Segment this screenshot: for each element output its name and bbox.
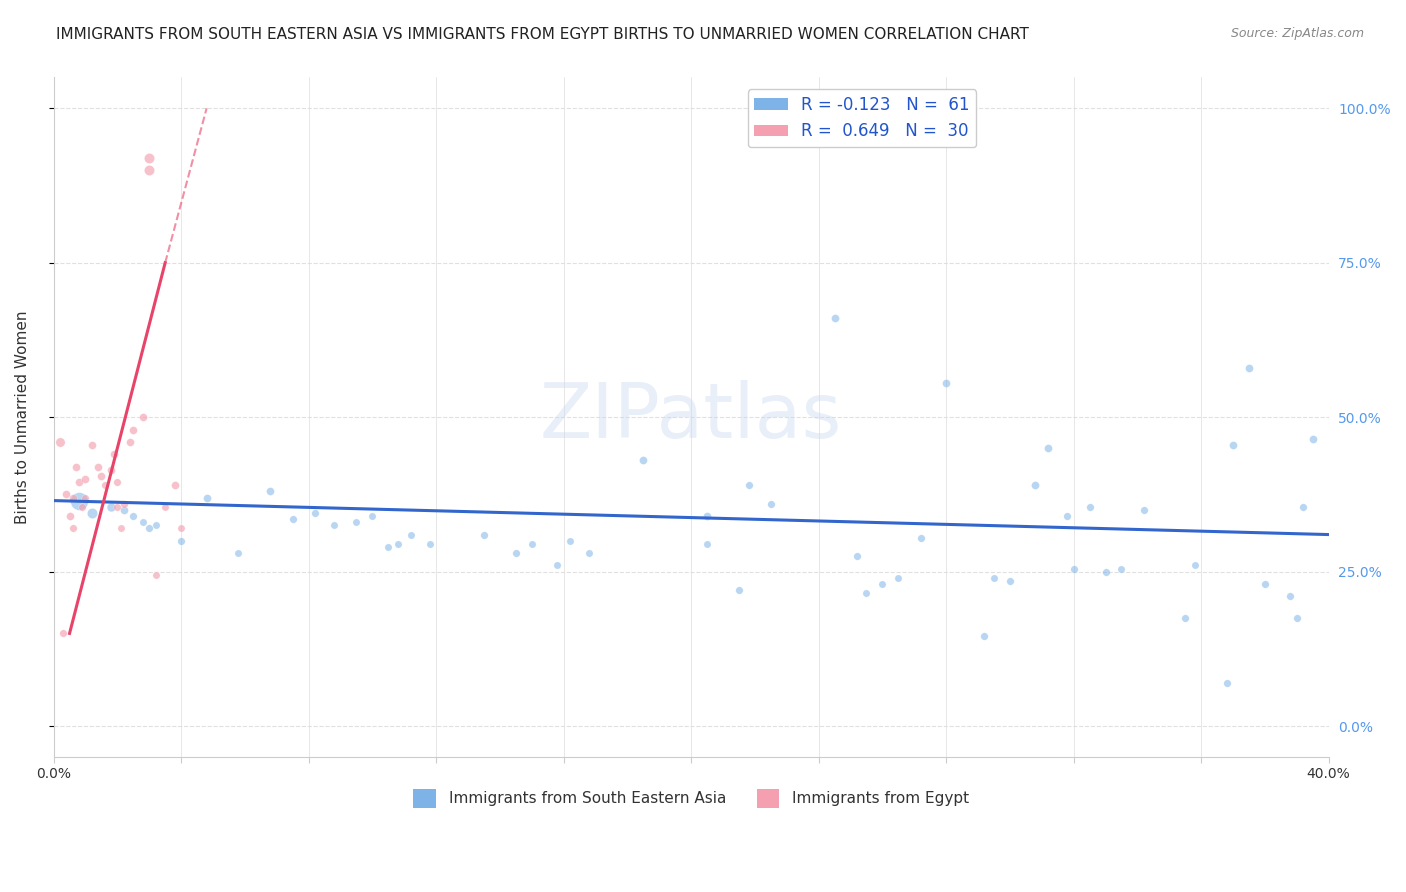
Point xyxy=(93,478,115,492)
Point xyxy=(80,438,103,452)
Point xyxy=(323,518,346,533)
Point xyxy=(112,497,135,511)
Point xyxy=(824,311,846,326)
Point xyxy=(973,630,995,644)
Point xyxy=(100,500,122,514)
Point xyxy=(855,586,877,600)
Point xyxy=(1111,561,1133,575)
Point xyxy=(62,491,84,505)
Point xyxy=(696,509,718,524)
Point xyxy=(110,521,132,535)
Point xyxy=(100,463,122,477)
Point xyxy=(472,527,495,541)
Point xyxy=(170,521,193,535)
Text: IMMIGRANTS FROM SOUTH EASTERN ASIA VS IMMIGRANTS FROM EGYPT BIRTHS TO UNMARRIED : IMMIGRANTS FROM SOUTH EASTERN ASIA VS IM… xyxy=(56,27,1029,42)
Point xyxy=(696,537,718,551)
Point xyxy=(759,497,782,511)
Point xyxy=(228,546,250,560)
Point xyxy=(122,509,145,524)
Point xyxy=(122,423,145,437)
Point xyxy=(138,151,160,165)
Point xyxy=(1215,675,1237,690)
Point xyxy=(163,478,186,492)
Point xyxy=(1024,478,1046,492)
Text: Source: ZipAtlas.com: Source: ZipAtlas.com xyxy=(1230,27,1364,40)
Point xyxy=(62,521,84,535)
Point xyxy=(910,531,932,545)
Point xyxy=(49,434,72,449)
Point xyxy=(1174,611,1197,625)
Point xyxy=(75,491,97,505)
Point xyxy=(845,549,868,564)
Point xyxy=(87,459,110,474)
Point xyxy=(505,546,527,560)
Point xyxy=(67,475,90,489)
Point xyxy=(132,410,155,425)
Point xyxy=(1302,432,1324,446)
Point xyxy=(1292,500,1315,514)
Point xyxy=(67,493,90,508)
Point xyxy=(138,521,160,535)
Point xyxy=(377,540,399,554)
Point xyxy=(65,459,87,474)
Point xyxy=(170,533,193,548)
Point xyxy=(132,515,155,529)
Point xyxy=(361,509,384,524)
Point xyxy=(1279,590,1302,604)
Point xyxy=(72,500,94,514)
Y-axis label: Births to Unmarried Women: Births to Unmarried Women xyxy=(15,310,30,524)
Point xyxy=(304,506,326,520)
Point xyxy=(105,500,128,514)
Point xyxy=(1078,500,1101,514)
Point xyxy=(105,475,128,489)
Point xyxy=(75,472,97,486)
Point xyxy=(983,571,1005,585)
Point xyxy=(195,491,218,505)
Point xyxy=(935,376,957,391)
Point xyxy=(520,537,543,551)
Point xyxy=(546,558,568,573)
Point xyxy=(633,453,655,467)
Point xyxy=(737,478,759,492)
Legend: Immigrants from South Eastern Asia, Immigrants from Egypt: Immigrants from South Eastern Asia, Immi… xyxy=(408,783,974,814)
Point xyxy=(1254,577,1277,591)
Point xyxy=(1237,360,1260,375)
Point xyxy=(998,574,1021,588)
Point xyxy=(1036,441,1059,455)
Point xyxy=(578,546,600,560)
Point xyxy=(387,537,409,551)
Point xyxy=(1222,438,1244,452)
Point xyxy=(872,577,894,591)
Point xyxy=(259,484,281,499)
Text: ZIPatlas: ZIPatlas xyxy=(540,380,842,454)
Point xyxy=(120,434,142,449)
Point xyxy=(55,487,77,501)
Point xyxy=(558,533,581,548)
Point xyxy=(399,527,422,541)
Point xyxy=(419,537,441,551)
Point xyxy=(1184,558,1206,573)
Point xyxy=(90,468,112,483)
Point xyxy=(138,163,160,178)
Point xyxy=(52,626,75,640)
Point xyxy=(1094,565,1116,579)
Point xyxy=(103,447,125,461)
Point xyxy=(1132,503,1154,517)
Point xyxy=(1056,509,1078,524)
Point xyxy=(80,506,103,520)
Point xyxy=(1063,561,1085,575)
Point xyxy=(145,567,167,582)
Point xyxy=(281,512,304,526)
Point xyxy=(887,571,910,585)
Point xyxy=(145,518,167,533)
Point xyxy=(153,500,176,514)
Point xyxy=(58,509,80,524)
Point xyxy=(728,583,751,598)
Point xyxy=(1285,611,1308,625)
Point xyxy=(112,503,135,517)
Point xyxy=(346,515,368,529)
